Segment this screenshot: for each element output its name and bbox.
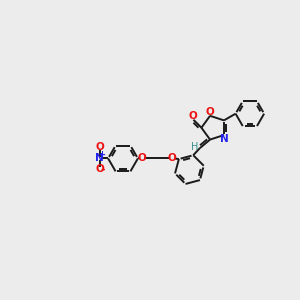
Text: O: O	[206, 107, 215, 117]
Text: O: O	[95, 164, 104, 175]
Text: N: N	[220, 134, 229, 144]
Text: -: -	[100, 164, 105, 175]
Text: O: O	[188, 111, 197, 121]
Text: O: O	[95, 142, 104, 152]
Text: O: O	[138, 154, 146, 164]
Text: N: N	[95, 154, 104, 164]
Text: O: O	[168, 154, 177, 164]
Text: +: +	[98, 150, 105, 159]
Text: H: H	[191, 142, 199, 152]
